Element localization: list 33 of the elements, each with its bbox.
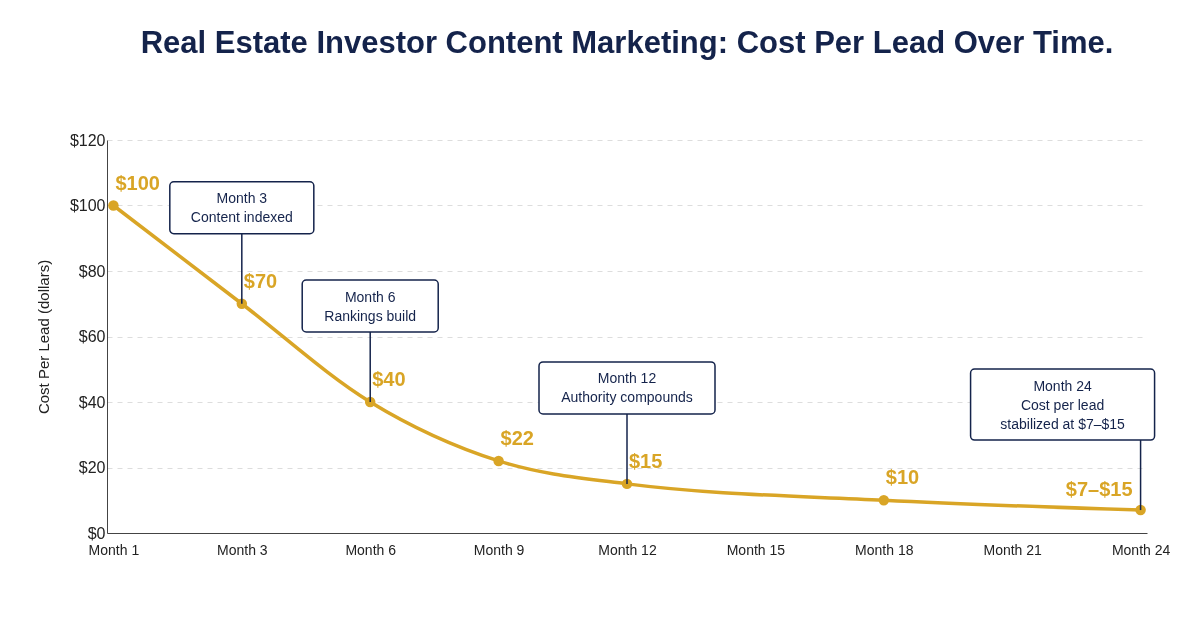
- x-tick-label: Month 21: [983, 541, 1043, 558]
- x-tick-label: Month 9: [473, 541, 525, 558]
- y-tick-label: $20: [78, 459, 106, 476]
- annotation: Month 3 Content indexed: [190, 190, 293, 226]
- annotation: Month 6 Rankings build: [324, 288, 417, 324]
- annotation: Month 12 Authority compounds: [561, 370, 693, 406]
- y-tick-label: $60: [78, 328, 106, 345]
- data-label: $22: [500, 426, 534, 449]
- point: [493, 455, 504, 467]
- x-tick-label: Month 3: [217, 541, 268, 558]
- y-axis-title: Cost Per Lead (dollars): [34, 259, 52, 415]
- point: [878, 495, 890, 506]
- x-tick-label: Month 18: [855, 541, 914, 558]
- chart-title: Real Estate Investor Content Marketing: Cost Per Lead Over Time.: [140, 25, 1114, 60]
- annotation: Month 24 Cost per lead stabilized at $7–$15: [1000, 377, 1126, 432]
- y-tick-label: $120: [69, 131, 106, 149]
- data-label: $15: [629, 449, 663, 472]
- x-tick-label: Month 24: [1111, 541, 1171, 558]
- data-label: $40: [372, 368, 406, 390]
- data-label: $100: [115, 171, 160, 194]
- data-label: $70: [243, 269, 278, 292]
- y-tick-label: $40: [78, 393, 106, 411]
- x-tick-label: Month 15: [726, 541, 786, 558]
- point: [108, 200, 119, 211]
- data-label: $10: [885, 466, 920, 489]
- x-tick-label: Month 1: [88, 541, 140, 558]
- point: [1135, 504, 1146, 516]
- data-label: $7–$15: [1065, 478, 1133, 501]
- y-tick-label: $100: [69, 197, 106, 214]
- y-tick-label: $80: [78, 262, 106, 280]
- y-tick-label: $0: [87, 524, 106, 542]
- x-tick-label: Month 12: [598, 541, 657, 558]
- x-tick-label: Month 6: [345, 541, 397, 558]
